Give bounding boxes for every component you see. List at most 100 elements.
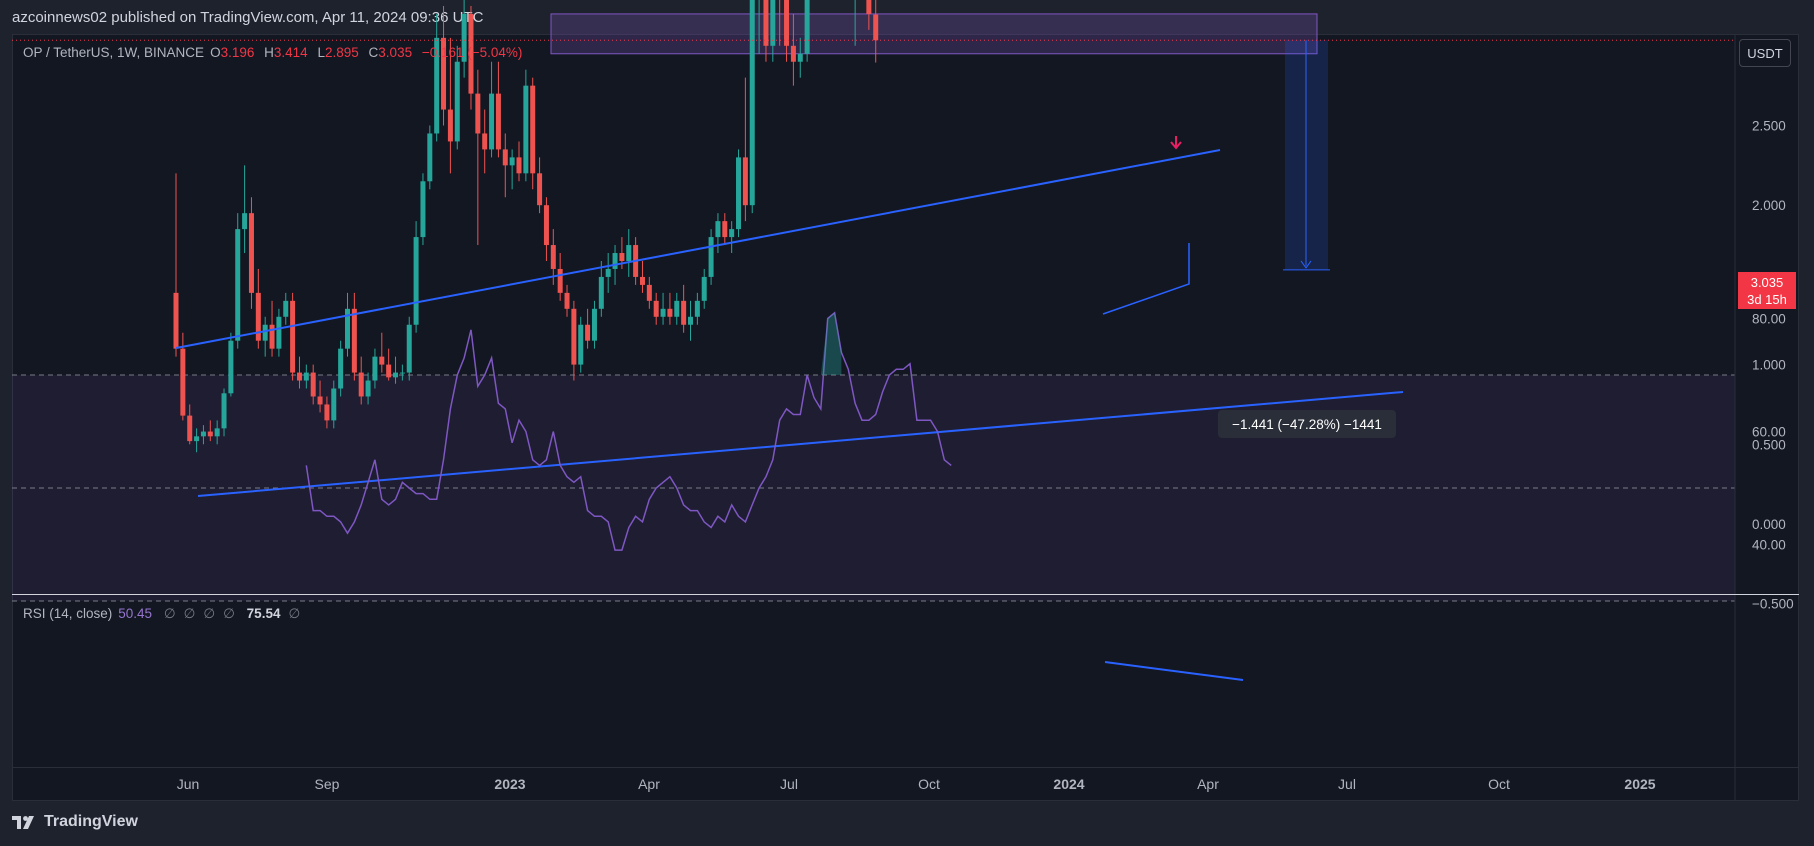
candle-body xyxy=(331,388,337,421)
candle-body xyxy=(173,292,179,349)
candle xyxy=(557,253,563,301)
candle-body xyxy=(550,245,556,269)
candle-body xyxy=(701,276,707,301)
symbol-name: OP / TetherUS, 1W, BINANCE xyxy=(23,45,205,60)
candle xyxy=(468,5,474,110)
candle-body xyxy=(866,0,872,14)
candle-body xyxy=(242,213,248,230)
candle-body xyxy=(468,13,474,94)
rsi-value: 50.45 xyxy=(118,606,153,621)
candle xyxy=(564,284,570,317)
candle xyxy=(626,229,632,277)
time-tick-label: 2025 xyxy=(1624,776,1655,792)
rsi-legend[interactable]: RSI (14, close) 50.45 ∅ ∅ ∅ ∅ 75.54 ∅ xyxy=(23,606,300,622)
time-tick-label: Oct xyxy=(1488,776,1510,792)
countdown-value: 3d 15h xyxy=(1747,292,1787,307)
candle-body xyxy=(715,221,721,238)
candle xyxy=(873,0,879,63)
candle xyxy=(393,356,399,384)
rsi-overbought-fill xyxy=(820,312,842,375)
candle xyxy=(770,0,776,62)
drawing-layer xyxy=(12,39,1735,681)
candle-body xyxy=(557,268,563,293)
time-tick-label: Jul xyxy=(780,776,798,792)
candle-body xyxy=(523,85,529,174)
candle-body xyxy=(537,173,543,206)
candle-body xyxy=(248,213,254,293)
candle-body xyxy=(770,0,776,46)
time-tick-label: Apr xyxy=(1197,776,1219,792)
candle xyxy=(797,37,803,78)
candle-body xyxy=(214,428,220,437)
candle-body xyxy=(461,13,467,62)
candle xyxy=(571,300,577,381)
candle-body xyxy=(482,133,488,150)
candle xyxy=(509,149,515,190)
candle xyxy=(660,292,666,325)
rsi-blank-3: ∅ xyxy=(203,606,216,621)
candle xyxy=(489,61,495,158)
publisher-line: azcoinnews02 published on TradingView.co… xyxy=(12,9,484,26)
candle-body xyxy=(694,300,700,317)
time-tick-label: Apr xyxy=(638,776,660,792)
rsi-tick-label: 60.00 xyxy=(1752,425,1786,440)
rsi-blank-1: ∅ xyxy=(163,606,176,621)
candle-body xyxy=(393,372,399,378)
currency-button[interactable]: USDT xyxy=(1739,39,1791,67)
time-tick-label: Sep xyxy=(315,776,340,792)
rsi-line xyxy=(305,311,952,551)
candle xyxy=(591,300,597,349)
candle-body xyxy=(365,380,371,397)
symbol-legend[interactable]: OP / TetherUS, 1W, BINANCE O3.196 H3.414 … xyxy=(23,45,522,60)
time-tick-label: Jun xyxy=(177,776,200,792)
candle xyxy=(324,396,330,429)
candle-body xyxy=(296,372,302,381)
candle-body xyxy=(763,0,769,46)
candle xyxy=(200,425,206,445)
candle-body xyxy=(804,0,810,54)
tradingview-brand[interactable]: TradingView xyxy=(12,813,138,831)
candle-body xyxy=(262,324,268,341)
candle-body xyxy=(688,316,693,325)
candle-body xyxy=(454,61,460,142)
chart-frame xyxy=(12,34,1799,801)
candle xyxy=(441,5,447,126)
candle xyxy=(763,0,769,62)
last-price-tag: 3.035 3d 15h xyxy=(1738,272,1796,309)
candle-body xyxy=(372,356,378,381)
candle-body xyxy=(742,157,748,206)
candle xyxy=(804,0,810,62)
price-tick-label: 1.000 xyxy=(1752,358,1786,373)
candle xyxy=(269,300,275,357)
resistance-zone xyxy=(550,13,1318,55)
open-key: O xyxy=(210,45,221,60)
candle-body xyxy=(489,93,495,150)
open-value: 3.196 xyxy=(220,45,255,60)
candle-body xyxy=(591,308,597,341)
candle-body xyxy=(406,324,412,373)
rsi-blank-2: ∅ xyxy=(183,606,196,621)
candle xyxy=(461,0,467,78)
candle xyxy=(194,428,200,453)
candle-body xyxy=(626,245,632,261)
rsi-band-layer xyxy=(12,374,1735,602)
candle xyxy=(242,165,248,254)
candle xyxy=(303,364,309,389)
candle-body xyxy=(619,253,625,261)
rsi-divergence-line xyxy=(1104,661,1244,681)
local-support-line xyxy=(1102,243,1190,315)
candle-body xyxy=(502,149,508,166)
candle xyxy=(523,69,529,182)
candle xyxy=(722,213,728,246)
price-tick-label: 0.500 xyxy=(1752,437,1786,452)
candle-body xyxy=(207,431,213,437)
rsi-title: RSI (14, close) xyxy=(23,606,113,621)
candle-body xyxy=(413,237,419,325)
candle xyxy=(694,292,700,325)
candle xyxy=(221,388,227,437)
candle-body xyxy=(399,372,405,374)
axis-layer: 5.5005.0004.5004.0003.5003.0002.5002.000… xyxy=(12,35,1799,801)
candle-body xyxy=(598,276,604,309)
candle xyxy=(495,61,501,158)
